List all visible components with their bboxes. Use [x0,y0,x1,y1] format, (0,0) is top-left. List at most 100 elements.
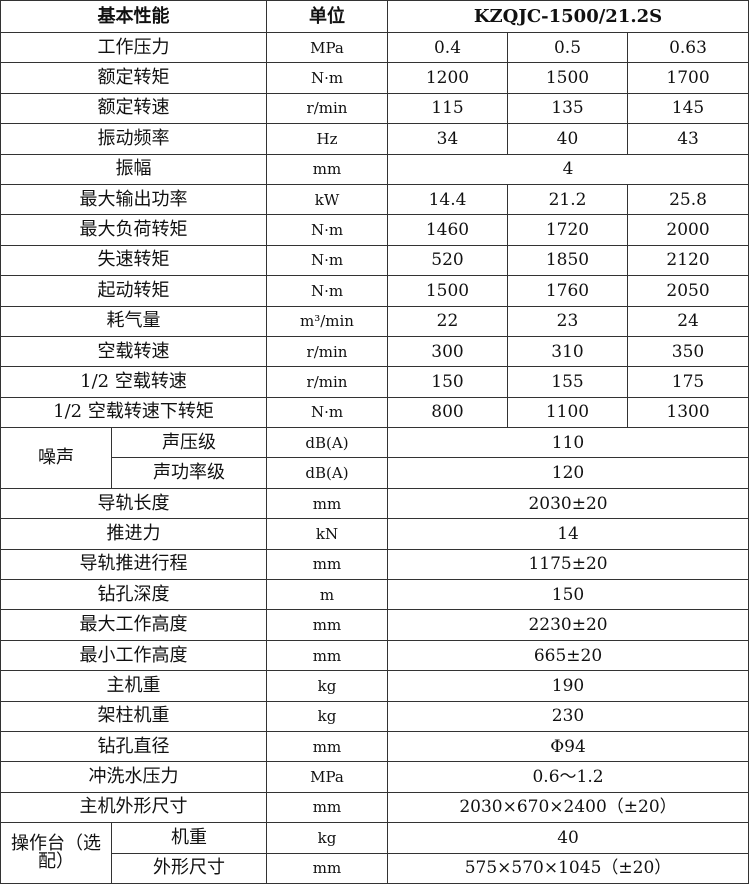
table-row: 1/2 空载转速 r/min 150 155 175 [0,366,750,398]
table-row: 噪声 声压级 dB(A) 110 [0,427,750,489]
row-label: 声功率级 [111,457,267,489]
value-cell: 43 [626,123,750,155]
unit-cell: kW [266,183,388,216]
value-cell: 190 [386,670,750,702]
unit-cell: kg [266,670,388,702]
row-label: 失速转矩 [0,244,267,277]
value-cell: 23 [507,305,628,337]
table-row: 额定转矩 N·m 1200 1500 1700 [0,62,750,94]
row-label: 工作压力 [0,31,267,64]
table-row: 导轨长度 mm 2030±20 [0,487,750,520]
value-cell: 21.2 [507,183,628,216]
value-cell: 155 [507,366,628,398]
row-label: 主机重 [0,670,267,702]
value-cell: 2120 [626,244,750,277]
value-cell: 2000 [626,214,750,246]
row-label: 推进力 [0,518,267,550]
table-row: 工作压力 MPa 0.4 0.5 0.63 [0,31,750,64]
value-cell: 2030×670×2400（±20） [386,791,750,824]
unit-cell: N·m [266,244,388,277]
header-performance: 基本性能 [0,0,267,33]
value-cell: 22 [387,305,508,337]
value-cell: 175 [626,366,750,398]
unit-cell: mm [266,852,388,884]
table-row: 振幅 mm 4 [0,153,750,185]
value-cell: 150 [387,366,508,398]
value-cell: 800 [387,396,508,429]
row-label: 钻孔直径 [0,730,267,763]
row-label: 架柱机重 [0,700,267,732]
value-cell: 0.6～1.2 [386,761,750,793]
value-cell: 25.8 [626,183,750,216]
value-cell: 14 [386,518,750,550]
table-row: 空载转速 r/min 300 310 350 [0,335,750,368]
table-row: 操作台（选配） 机重 kg 40 [0,822,750,884]
unit-cell: mm [266,487,388,520]
value-cell: 1460 [387,214,508,246]
unit-cell: N·m [266,214,388,246]
table-row: 振动频率 Hz 34 40 43 [0,123,750,155]
unit-cell: kg [266,822,388,854]
value-cell: 230 [386,700,750,732]
value-cell: 150 [386,579,750,611]
table-row: 钻孔深度 m 150 [0,579,750,611]
value-cell: 1760 [507,275,628,307]
row-label: 主机外形尺寸 [0,791,267,824]
unit-cell: MPa [266,31,388,64]
value-cell: 665±20 [386,639,750,672]
unit-cell: m³/min [266,305,388,337]
value-cell: 1720 [507,214,628,246]
unit-cell: mm [266,548,388,581]
unit-cell: m [266,579,388,611]
row-label: 最大负荷转矩 [0,214,267,246]
header-row: 基本性能 单位 KZQJC-1500/21.2S [0,0,750,33]
value-cell: 110 [386,427,750,459]
value-cell: 14.4 [387,183,508,216]
value-cell: 310 [507,335,628,368]
value-cell: 1500 [507,62,628,94]
unit-cell: mm [266,791,388,824]
value-cell: 1200 [387,62,508,94]
value-cell: 1175±20 [386,548,750,581]
value-cell: 300 [387,335,508,368]
value-cell: 24 [626,305,750,337]
header-model: KZQJC-1500/21.2S [386,0,750,33]
unit-cell: r/min [266,92,388,125]
table-row: 钻孔直径 mm Φ94 [0,730,750,763]
table-row: 主机重 kg 190 [0,670,750,702]
group-label: 噪声 [0,427,112,489]
unit-cell: mm [266,730,388,763]
unit-cell: MPa [266,761,388,793]
table-row: 推进力 kN 14 [0,518,750,550]
row-label: 振动频率 [0,123,267,155]
unit-cell: N·m [266,62,388,94]
header-unit: 单位 [266,0,388,33]
row-label: 最小工作高度 [0,639,267,672]
row-label: 最大工作高度 [0,609,267,641]
table-row: 最大输出功率 kW 14.4 21.2 25.8 [0,183,750,216]
value-cell: 0.63 [626,31,750,64]
value-cell: 1300 [626,396,750,429]
value-cell: 4 [386,153,750,185]
value-cell: 135 [507,92,628,125]
value-cell: 2050 [626,275,750,307]
row-label: 1/2 空载转速下转矩 [0,396,267,429]
table-row: 架柱机重 kg 230 [0,700,750,732]
value-cell: 575×570×1045（±20） [386,852,750,884]
row-label: 振幅 [0,153,267,185]
unit-cell: dB(A) [266,427,388,459]
group-label: 操作台（选配） [0,822,112,884]
table-row: 冲洗水压力 MPa 0.6～1.2 [0,761,750,793]
unit-cell: mm [266,639,388,672]
table-row: 主机外形尺寸 mm 2030×670×2400（±20） [0,791,750,824]
table-row: 最小工作高度 mm 665±20 [0,639,750,672]
unit-cell: dB(A) [266,457,388,489]
table-row: 声功率级 dB(A) 120 [1,457,750,489]
unit-cell: r/min [266,335,388,368]
value-cell: 0.5 [507,31,628,64]
value-cell: 350 [626,335,750,368]
unit-cell: N·m [266,396,388,429]
value-cell: 145 [626,92,750,125]
value-cell: 1850 [507,244,628,277]
